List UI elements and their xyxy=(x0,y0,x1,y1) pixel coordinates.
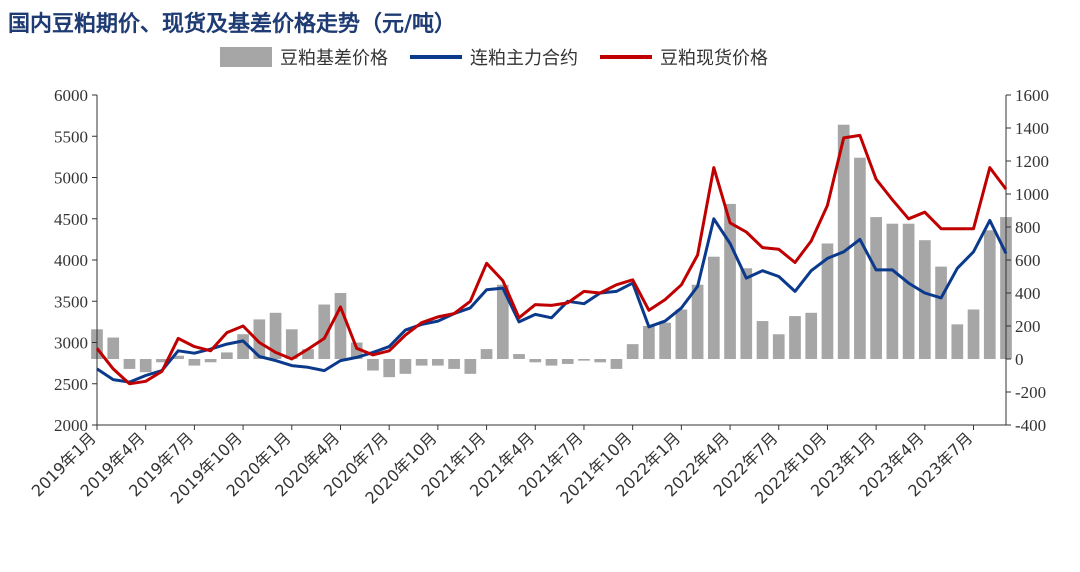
basis-bar xyxy=(789,316,801,359)
basis-bar xyxy=(285,329,298,359)
legend-label-spot: 豆粕现货价格 xyxy=(660,48,768,69)
basis-bar xyxy=(253,319,266,359)
spot-price-line xyxy=(95,133,1008,386)
futures-price-line xyxy=(96,217,1008,384)
left-tick-label: 6000 xyxy=(54,86,88,105)
basis-bar xyxy=(643,326,655,359)
basis-bar xyxy=(545,359,558,366)
basis-bar xyxy=(139,359,152,373)
basis-bar xyxy=(561,359,574,364)
basis-bar xyxy=(675,309,688,359)
legend-swatch-futures xyxy=(410,55,462,59)
basis-bar xyxy=(935,266,947,359)
basis-bar xyxy=(415,359,428,366)
basis-bars xyxy=(91,124,1012,378)
right-tick-label: 600 xyxy=(1015,251,1041,270)
basis-bar xyxy=(334,293,347,359)
basis-bar xyxy=(594,359,607,363)
basis-bar xyxy=(707,256,720,359)
basis-bar xyxy=(918,240,931,359)
left-tick-label: 2500 xyxy=(54,375,88,394)
legend-label-futures: 连粕主力合约 xyxy=(470,48,578,69)
basis-bar xyxy=(724,203,736,359)
basis-bar xyxy=(172,355,185,359)
left-tick-label: 3500 xyxy=(54,292,88,311)
basis-bar xyxy=(204,359,217,363)
basis-bar xyxy=(350,342,363,359)
basis-bar xyxy=(399,359,412,374)
basis-bar xyxy=(805,312,818,359)
basis-bar xyxy=(480,349,493,359)
basis-bar xyxy=(237,334,249,359)
series-lines xyxy=(95,133,1008,386)
basis-bar xyxy=(691,284,704,359)
legend-swatch-basis xyxy=(220,47,272,67)
basis-bar xyxy=(837,124,850,359)
left-tick-label: 4000 xyxy=(54,251,88,270)
basis-bar xyxy=(659,322,671,359)
basis-bar xyxy=(318,304,331,359)
right-tick-label: 200 xyxy=(1015,317,1041,336)
basis-bar xyxy=(464,359,477,374)
basis-bar xyxy=(967,309,980,359)
basis-bar xyxy=(870,217,882,359)
right-tick-label: -400 xyxy=(1015,416,1046,435)
basis-bar xyxy=(123,359,136,369)
basis-bar xyxy=(156,359,168,363)
basis-bar xyxy=(578,359,590,361)
legend-label-basis: 豆粕基差价格 xyxy=(280,48,388,69)
right-tick-label: 400 xyxy=(1015,284,1041,303)
basis-bar xyxy=(902,223,915,359)
basis-bar xyxy=(983,230,996,359)
legend-swatch-spot xyxy=(600,55,652,59)
basis-bar xyxy=(269,312,282,359)
legend: 豆粕基差价格 连粕主力合约 豆粕现货价格 xyxy=(220,44,768,70)
basis-bar xyxy=(432,359,444,366)
right-tick-label: 0 xyxy=(1015,350,1024,369)
basis-bar xyxy=(951,324,964,359)
basis-bar xyxy=(756,321,769,359)
basis-bar xyxy=(302,349,314,359)
basis-bar xyxy=(740,268,753,359)
left-tick-label: 3000 xyxy=(54,334,88,353)
basis-bar xyxy=(854,157,866,359)
basis-bar xyxy=(821,243,834,359)
left-tick-label: 4500 xyxy=(54,210,88,229)
left-tick-label: 2000 xyxy=(54,416,88,435)
basis-bar xyxy=(513,354,525,359)
basis-bar xyxy=(626,344,639,359)
left-tick-label: 5500 xyxy=(54,127,88,146)
basis-bar xyxy=(188,359,201,366)
legend-item-spot: 豆粕现货价格 xyxy=(600,44,768,70)
basis-bar xyxy=(610,359,623,369)
right-tick-label: -200 xyxy=(1015,383,1046,402)
basis-bar xyxy=(107,337,120,359)
legend-item-futures: 连粕主力合约 xyxy=(410,44,578,70)
basis-bar xyxy=(367,359,379,371)
basis-bar xyxy=(383,359,396,378)
basis-bar xyxy=(772,334,785,359)
legend-item-basis: 豆粕基差价格 xyxy=(220,44,388,70)
basis-bar xyxy=(886,223,899,359)
right-tick-label: 1000 xyxy=(1015,185,1049,204)
left-tick-label: 5000 xyxy=(54,169,88,188)
basis-bar xyxy=(529,359,542,363)
basis-bar xyxy=(448,359,460,369)
right-tick-label: 1200 xyxy=(1015,152,1049,171)
basis-bar xyxy=(496,284,509,359)
chart-title: 国内豆粕期价、现货及基差价格走势（元/吨） xyxy=(8,12,457,37)
right-tick-label: 1400 xyxy=(1015,119,1049,138)
right-tick-label: 1600 xyxy=(1015,86,1049,105)
basis-bar xyxy=(221,352,233,359)
right-tick-label: 800 xyxy=(1015,218,1041,237)
